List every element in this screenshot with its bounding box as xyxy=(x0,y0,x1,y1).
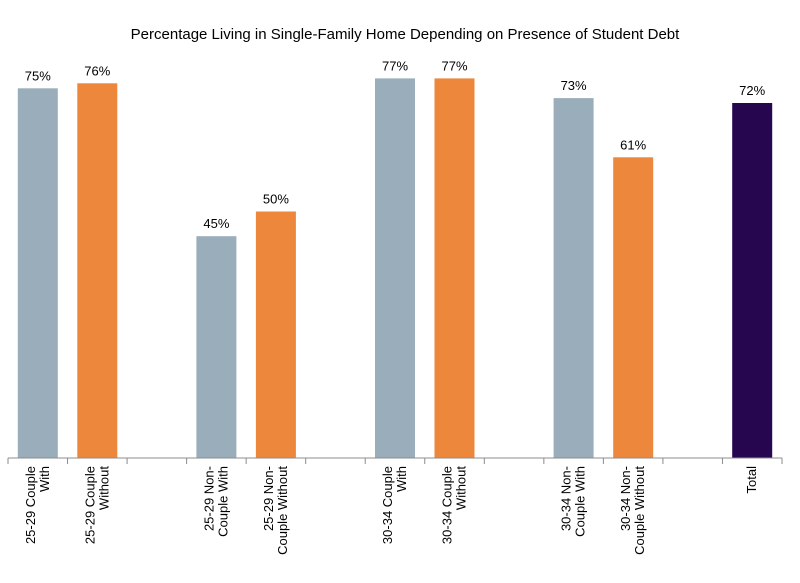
x-tick-label-line: 25-29 Non- xyxy=(261,466,276,531)
data-labels-group: 75% 76% 45% 50% 77% 77% 73% 61% 72% xyxy=(25,58,766,231)
bars-group xyxy=(17,78,773,459)
bar-7 xyxy=(375,78,415,459)
x-tick-label-11: 30-34 Non- Couple Without xyxy=(618,466,647,555)
data-label-5: 50% xyxy=(263,192,289,207)
x-tick-labels-group: 25-29 Couple With 25-29 Couple Without 25-29… xyxy=(23,466,759,555)
x-tick-label-line: 25-29 Couple xyxy=(82,466,97,544)
x-tick-label-line: Couple Without xyxy=(275,466,290,555)
data-label-2: 76% xyxy=(84,63,110,78)
bar-4 xyxy=(196,236,237,458)
bar-2 xyxy=(77,83,118,459)
bar-13 xyxy=(732,103,773,458)
x-tick-label-7: 30-34 Couple With xyxy=(380,466,409,544)
data-label-7: 77% xyxy=(382,58,408,73)
x-tick-label-line: Couple Without xyxy=(632,466,647,555)
x-tick-label-line: 30-34 Couple xyxy=(440,466,455,544)
data-label-11: 61% xyxy=(620,137,646,152)
x-tick-label-line: 30-34 Non- xyxy=(618,466,633,531)
x-tick-label-13: Total xyxy=(744,466,759,494)
data-label-1: 75% xyxy=(25,68,51,83)
x-tick-label-line: 25-29 Couple xyxy=(23,466,38,544)
x-tick-label-10: 30-34 Non- Couple With xyxy=(559,466,588,537)
x-tick-label-line: With xyxy=(394,466,409,492)
bar-8 xyxy=(434,78,475,459)
x-axis xyxy=(7,457,783,464)
x-tick-label-2: 25-29 Couple Without xyxy=(82,466,111,544)
x-tick-label-4: 25-29 Non- Couple With xyxy=(201,466,230,537)
x-tick-label-8: 30-34 Couple Without xyxy=(440,466,469,544)
bar-5 xyxy=(255,211,296,458)
bar-11 xyxy=(613,157,654,459)
x-tick-label-line: With xyxy=(37,466,52,492)
x-tick-label-1: 25-29 Couple With xyxy=(23,466,52,544)
data-label-13: 72% xyxy=(739,83,765,98)
x-tick-label-5: 25-29 Non- Couple Without xyxy=(261,466,290,555)
data-label-8: 77% xyxy=(441,58,467,73)
x-tick-label-line: Total xyxy=(744,466,759,494)
data-label-10: 73% xyxy=(561,78,587,93)
bar-1 xyxy=(17,88,58,459)
bar-10 xyxy=(553,98,594,458)
x-tick-label-line: 30-34 Non- xyxy=(559,466,574,531)
x-tick-label-line: Couple With xyxy=(573,466,588,537)
x-tick-label-line: Without xyxy=(454,466,469,510)
chart-title: Percentage Living in Single-Family Home … xyxy=(131,26,680,43)
data-label-4: 45% xyxy=(203,216,229,231)
x-tick-label-line: Couple With xyxy=(215,466,230,537)
x-tick-label-line: 25-29 Non- xyxy=(201,466,216,531)
x-tick-label-line: 30-34 Couple xyxy=(380,466,395,544)
x-tick-label-line: Without xyxy=(96,466,111,510)
